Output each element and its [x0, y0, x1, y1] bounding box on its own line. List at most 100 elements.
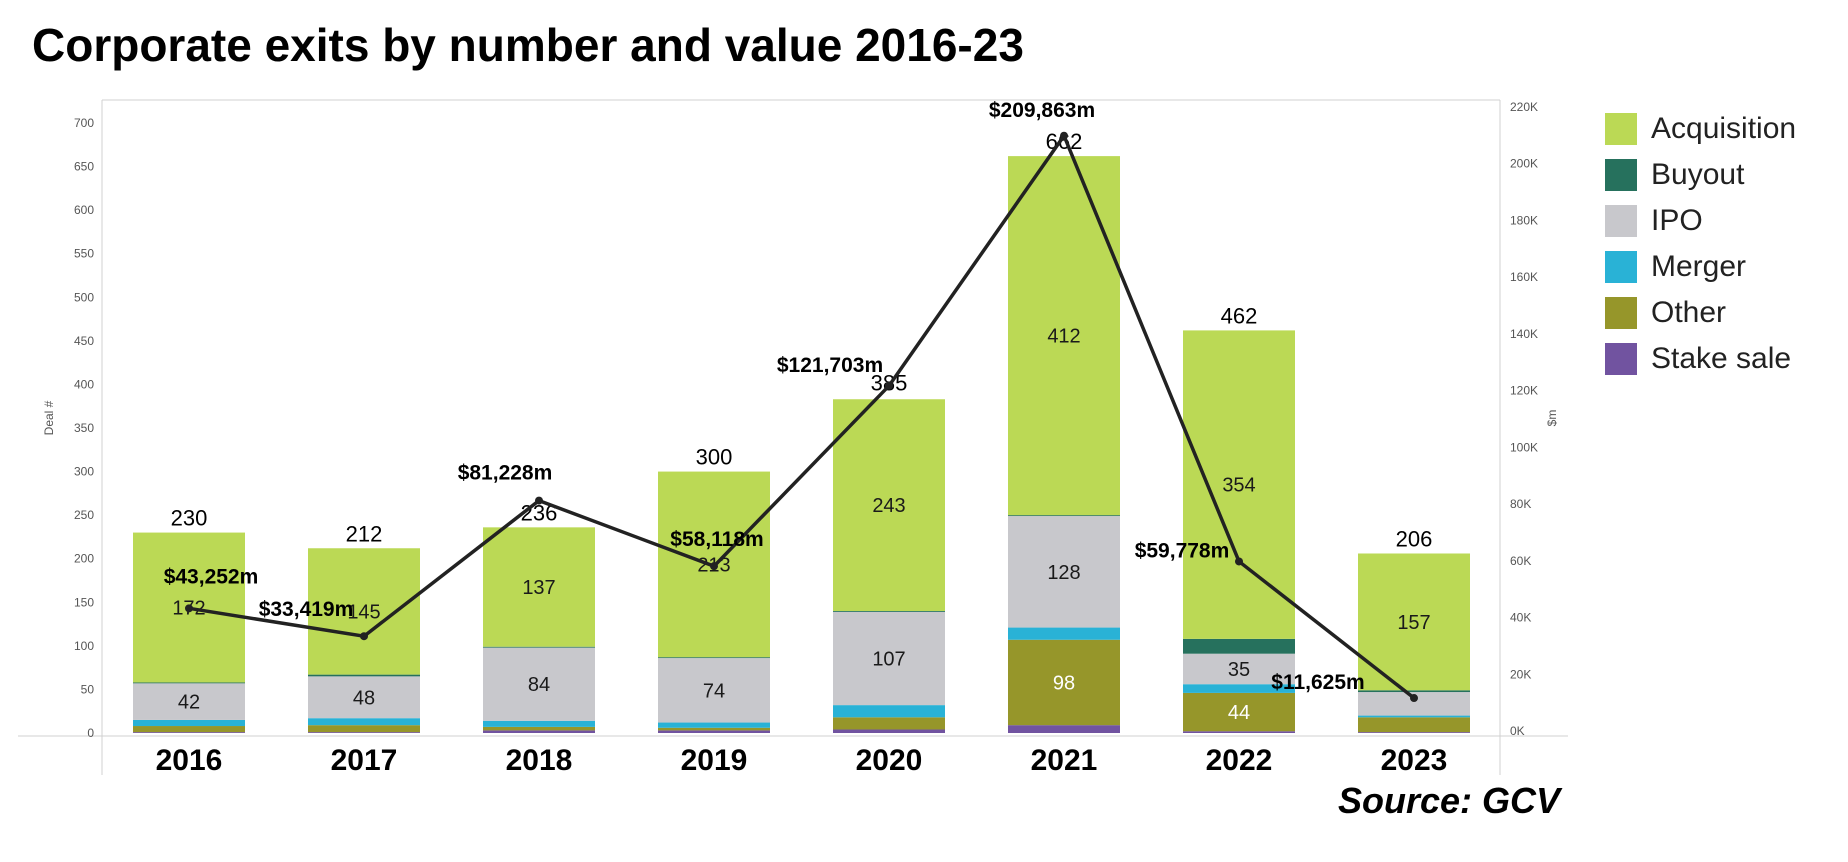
- legend-item: Other: [1605, 290, 1796, 336]
- bar-segment-other: [483, 726, 595, 731]
- x-tick-label: 2021: [1031, 744, 1098, 777]
- value-line-label: $209,863m: [989, 99, 1095, 122]
- y-right-axis-label: $m: [1545, 410, 1559, 427]
- value-line-point: [1235, 557, 1243, 566]
- segment-data-label: 354: [1222, 475, 1255, 497]
- bar-segment-ipo: [308, 676, 420, 719]
- value-line-label: $43,252m: [164, 565, 259, 588]
- bar-segment-merger: [133, 719, 245, 727]
- value-line-path: [188, 132, 1416, 700]
- legend-swatch: [1605, 113, 1637, 145]
- segment-data-label: 128: [1047, 562, 1080, 584]
- bar-segment-ipo: [133, 683, 245, 720]
- bar-segment-stake-sale: [658, 730, 770, 733]
- segment-data-label: 157: [1397, 612, 1430, 634]
- bar-segment-buyout: [833, 611, 945, 612]
- y-left-tick-label: 50: [81, 682, 95, 696]
- bar-segment-stake-sale: [483, 730, 595, 733]
- bar-segment-other: [833, 717, 945, 730]
- value-line-point: [360, 632, 368, 641]
- segment-data-label: 35: [1228, 659, 1250, 681]
- y-right-tick-label: 200K: [1510, 157, 1538, 171]
- bar-segment-ipo: [1008, 516, 1120, 628]
- legend-item: IPO: [1605, 198, 1796, 244]
- bar-segment-acquisition: [308, 548, 420, 675]
- bar-segment-stake-sale: [833, 729, 945, 733]
- y-left-tick-label: 600: [74, 203, 94, 217]
- bar-segment-acquisition: [1008, 156, 1120, 516]
- bar-segment-acquisition: [833, 399, 945, 611]
- bar-total-label: 212: [346, 521, 383, 546]
- segment-data-label: 74: [703, 680, 725, 702]
- y-right-tick-label: 160K: [1510, 270, 1538, 284]
- value-line-point: [185, 604, 193, 613]
- legend-item: Merger: [1605, 244, 1796, 290]
- x-tick-label: 2020: [856, 744, 923, 777]
- bar-segment-ipo: [1358, 692, 1470, 716]
- bar-segment-merger: [833, 705, 945, 718]
- value-line-point: [710, 562, 718, 571]
- legend-label: IPO: [1651, 204, 1703, 237]
- y-right-tick-label: 220K: [1510, 100, 1538, 114]
- y-left-tick-label: 650: [74, 160, 94, 174]
- segment-data-label: 42: [178, 692, 200, 714]
- bar-segment-acquisition: [483, 527, 595, 647]
- bar-segment-buyout: [1358, 690, 1470, 693]
- value-line-label: $58,118m: [670, 528, 763, 551]
- legend-label: Stake sale: [1651, 342, 1792, 375]
- y-right-tick-label: 100K: [1510, 440, 1538, 454]
- segment-data-label: 107: [872, 648, 905, 670]
- value-line: $43,252m$33,419m $81,228m $58,118m $121,703…: [164, 99, 1418, 703]
- bar-segment-buyout: [1183, 638, 1295, 654]
- y-right-tick-label: 40K: [1510, 611, 1531, 625]
- bar-segment-stake-sale: [1358, 732, 1470, 733]
- source-note: Source: GCV: [1338, 780, 1561, 821]
- y-right-tick-label: 180K: [1510, 213, 1538, 227]
- y-left-tick-label: 700: [74, 116, 94, 130]
- segment-data-label: 48: [353, 687, 375, 709]
- x-tick-label: 2018: [506, 744, 573, 777]
- bar-segment-ipo: [483, 647, 595, 721]
- legend-label: Merger: [1651, 250, 1747, 283]
- bar-segment-stake-sale: [308, 732, 420, 733]
- x-tick-label: 2017: [331, 744, 398, 777]
- chart-axes: 0 50 100 150 200 250 300 350 400 450 500 550 600 650 7…: [18, 99, 1568, 777]
- bar-total-label: 206: [1396, 526, 1433, 551]
- bar-segment-other: [1008, 639, 1120, 726]
- y-right-tick-label: 80K: [1510, 497, 1531, 511]
- bar-segment-stake-sale: [133, 732, 245, 733]
- bar-segment-other: [658, 727, 770, 731]
- bar-segment-other: [1183, 692, 1295, 732]
- y-left-tick-label: 100: [74, 639, 94, 653]
- y-left-tick-label: 250: [74, 508, 94, 522]
- bar-segment-merger: [483, 720, 595, 727]
- y-left-tick-label: 300: [74, 465, 94, 479]
- bar-segment-ipo: [1183, 653, 1295, 685]
- legend-swatch: [1605, 159, 1637, 191]
- bar-segment-stake-sale: [1183, 731, 1295, 733]
- segment-data-label: 44: [1228, 702, 1250, 724]
- value-line-label: $121,703m: [777, 354, 883, 377]
- bar-segment-acquisition: [1183, 330, 1295, 639]
- y-left-tick-label: 550: [74, 247, 94, 261]
- legend-item: Stake sale: [1605, 336, 1796, 382]
- y-left-tick-label: 350: [74, 421, 94, 435]
- bar-segment-other: [1358, 717, 1470, 733]
- value-line-label: $33,419m: [259, 598, 354, 621]
- x-tick-label: 2023: [1381, 744, 1448, 777]
- chart-labels: 4217223048145212841372367421330010724338…: [171, 129, 1433, 724]
- segment-data-label: 137: [522, 577, 555, 599]
- bar-segment-merger: [1183, 684, 1295, 693]
- y-right-tick-label: 120K: [1510, 384, 1538, 398]
- segment-data-label: 145: [347, 601, 380, 623]
- legend-label: Acquisition: [1651, 112, 1797, 145]
- legend-item: Buyout: [1605, 152, 1796, 198]
- y-right-tick-label: 140K: [1510, 327, 1538, 341]
- y-left-tick-label: 500: [74, 290, 94, 304]
- bar-segment-stake-sale: [1008, 725, 1120, 733]
- y-right-tick-label: 60K: [1510, 554, 1531, 568]
- bar-segment-merger: [1008, 627, 1120, 640]
- bar-segment-buyout: [133, 682, 245, 684]
- value-line-point: [885, 381, 893, 390]
- bar-segment-buyout: [658, 657, 770, 659]
